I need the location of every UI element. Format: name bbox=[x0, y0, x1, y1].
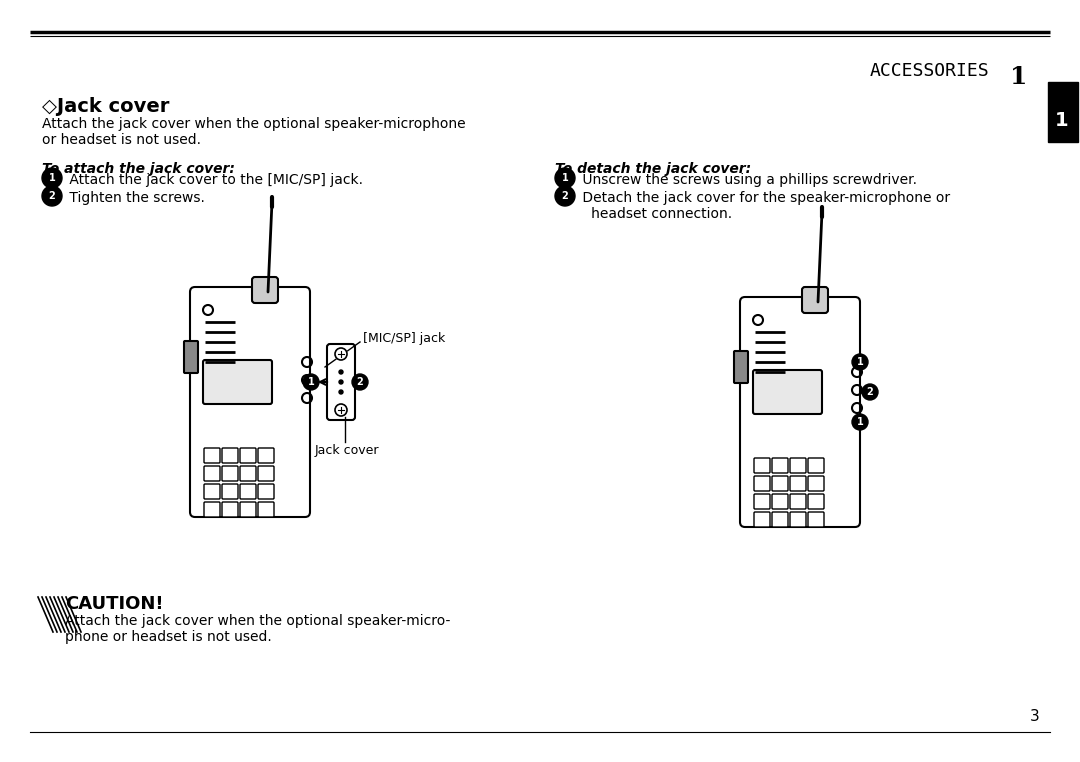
Text: Tighten the screws.: Tighten the screws. bbox=[65, 191, 205, 205]
FancyBboxPatch shape bbox=[258, 466, 274, 481]
FancyBboxPatch shape bbox=[190, 287, 310, 517]
Text: 1: 1 bbox=[856, 417, 863, 427]
FancyBboxPatch shape bbox=[240, 484, 256, 499]
FancyBboxPatch shape bbox=[754, 494, 770, 509]
FancyBboxPatch shape bbox=[789, 494, 806, 509]
FancyBboxPatch shape bbox=[258, 484, 274, 499]
FancyBboxPatch shape bbox=[252, 277, 278, 303]
Circle shape bbox=[339, 380, 343, 384]
FancyBboxPatch shape bbox=[222, 484, 238, 499]
Circle shape bbox=[852, 414, 868, 430]
FancyBboxPatch shape bbox=[222, 466, 238, 481]
Text: 3: 3 bbox=[1030, 709, 1040, 724]
Text: Detach the jack cover for the speaker-microphone or
   headset connection.: Detach the jack cover for the speaker-mi… bbox=[578, 191, 950, 221]
FancyBboxPatch shape bbox=[204, 466, 220, 481]
FancyBboxPatch shape bbox=[754, 458, 770, 473]
Text: Jack cover: Jack cover bbox=[315, 444, 379, 457]
Text: 2: 2 bbox=[49, 191, 55, 201]
FancyBboxPatch shape bbox=[734, 351, 748, 383]
FancyBboxPatch shape bbox=[754, 512, 770, 527]
Circle shape bbox=[42, 186, 62, 206]
Circle shape bbox=[852, 354, 868, 370]
Text: CAUTION!: CAUTION! bbox=[65, 595, 163, 613]
Text: 1: 1 bbox=[1055, 111, 1068, 130]
Text: To detach the jack cover:: To detach the jack cover: bbox=[555, 162, 751, 176]
FancyBboxPatch shape bbox=[184, 341, 198, 373]
FancyBboxPatch shape bbox=[802, 287, 828, 313]
Circle shape bbox=[303, 374, 319, 390]
Text: Unscrew the screws using a phillips screwdriver.: Unscrew the screws using a phillips scre… bbox=[578, 173, 917, 187]
FancyBboxPatch shape bbox=[789, 476, 806, 491]
Circle shape bbox=[352, 374, 368, 390]
FancyBboxPatch shape bbox=[240, 448, 256, 463]
FancyBboxPatch shape bbox=[772, 494, 788, 509]
FancyBboxPatch shape bbox=[258, 502, 274, 517]
Circle shape bbox=[339, 390, 343, 394]
FancyBboxPatch shape bbox=[772, 458, 788, 473]
Circle shape bbox=[555, 168, 575, 188]
FancyBboxPatch shape bbox=[222, 502, 238, 517]
FancyBboxPatch shape bbox=[204, 484, 220, 499]
Text: ACCESSORIES: ACCESSORIES bbox=[870, 62, 989, 80]
Circle shape bbox=[555, 186, 575, 206]
Text: 1: 1 bbox=[856, 357, 863, 367]
FancyBboxPatch shape bbox=[203, 360, 272, 404]
FancyBboxPatch shape bbox=[772, 476, 788, 491]
Text: 2: 2 bbox=[356, 377, 363, 387]
FancyBboxPatch shape bbox=[204, 448, 220, 463]
Text: 1: 1 bbox=[1010, 65, 1027, 89]
Circle shape bbox=[42, 168, 62, 188]
Text: [MIC/SP] jack: [MIC/SP] jack bbox=[363, 332, 445, 345]
FancyBboxPatch shape bbox=[204, 502, 220, 517]
Text: 2: 2 bbox=[562, 191, 568, 201]
Circle shape bbox=[862, 384, 878, 400]
FancyBboxPatch shape bbox=[240, 466, 256, 481]
Text: To attach the jack cover:: To attach the jack cover: bbox=[42, 162, 234, 176]
Text: Attach the jack cover when the optional speaker-micro-
phone or headset is not u: Attach the jack cover when the optional … bbox=[65, 614, 450, 644]
FancyBboxPatch shape bbox=[808, 512, 824, 527]
Text: ◇Jack cover: ◇Jack cover bbox=[42, 97, 170, 116]
FancyBboxPatch shape bbox=[740, 297, 860, 527]
FancyBboxPatch shape bbox=[753, 370, 822, 414]
Text: 1: 1 bbox=[49, 173, 55, 183]
Text: 1: 1 bbox=[562, 173, 568, 183]
Bar bbox=[1048, 82, 1078, 142]
FancyBboxPatch shape bbox=[808, 494, 824, 509]
FancyBboxPatch shape bbox=[789, 512, 806, 527]
Circle shape bbox=[335, 348, 347, 360]
FancyBboxPatch shape bbox=[789, 458, 806, 473]
FancyBboxPatch shape bbox=[222, 448, 238, 463]
FancyBboxPatch shape bbox=[240, 502, 256, 517]
FancyBboxPatch shape bbox=[327, 344, 355, 420]
FancyBboxPatch shape bbox=[258, 448, 274, 463]
FancyBboxPatch shape bbox=[808, 458, 824, 473]
Text: 2: 2 bbox=[866, 387, 874, 397]
Circle shape bbox=[339, 370, 343, 374]
FancyBboxPatch shape bbox=[808, 476, 824, 491]
Circle shape bbox=[335, 404, 347, 416]
FancyBboxPatch shape bbox=[754, 476, 770, 491]
Text: 1: 1 bbox=[308, 377, 314, 387]
Text: Attach the jack cover to the [MIC/SP] jack.: Attach the jack cover to the [MIC/SP] ja… bbox=[65, 173, 363, 187]
Text: Attach the jack cover when the optional speaker-microphone
or headset is not use: Attach the jack cover when the optional … bbox=[42, 117, 465, 147]
FancyBboxPatch shape bbox=[772, 512, 788, 527]
